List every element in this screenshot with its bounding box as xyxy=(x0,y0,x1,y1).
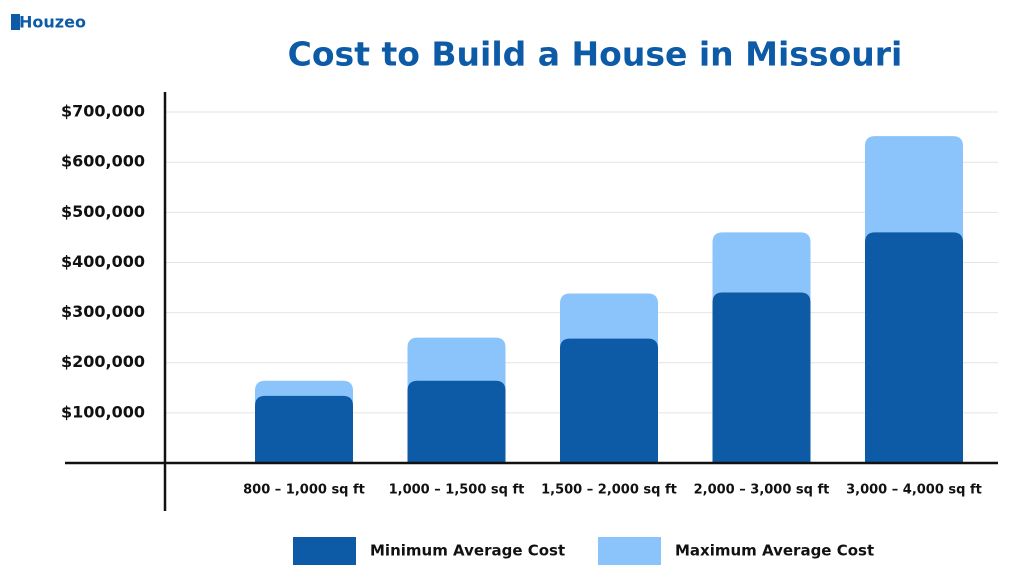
y-tick-label: $400,000 xyxy=(61,252,145,271)
x-tick-label: 1,500 – 2,000 sq ft xyxy=(541,483,677,498)
y-tick-label: $300,000 xyxy=(61,302,145,321)
bar xyxy=(407,380,506,463)
bar xyxy=(712,292,811,463)
logo-icon xyxy=(11,14,20,30)
bar xyxy=(865,232,963,463)
y-tick-label: $500,000 xyxy=(61,202,145,221)
bar xyxy=(560,338,658,463)
x-tick-label: 800 – 1,000 sq ft xyxy=(243,483,365,498)
logo: Houzeo xyxy=(19,13,86,32)
x-tick-label: 3,000 – 4,000 sq ft xyxy=(846,483,982,498)
legend-swatch xyxy=(598,537,661,565)
y-tick-label: $700,000 xyxy=(61,102,145,121)
x-tick-label: 1,000 – 1,500 sq ft xyxy=(389,483,525,498)
chart-title: Cost to Build a House in Missouri xyxy=(288,35,903,74)
y-tick-label: $600,000 xyxy=(61,152,145,171)
legend-label: Maximum Average Cost xyxy=(675,542,874,560)
y-tick-label: $200,000 xyxy=(61,352,145,371)
bar xyxy=(255,395,353,463)
legend-swatch xyxy=(293,537,356,565)
y-tick-label: $100,000 xyxy=(61,402,145,421)
legend-label: Minimum Average Cost xyxy=(370,542,565,560)
x-tick-label: 2,000 – 3,000 sq ft xyxy=(694,483,830,498)
